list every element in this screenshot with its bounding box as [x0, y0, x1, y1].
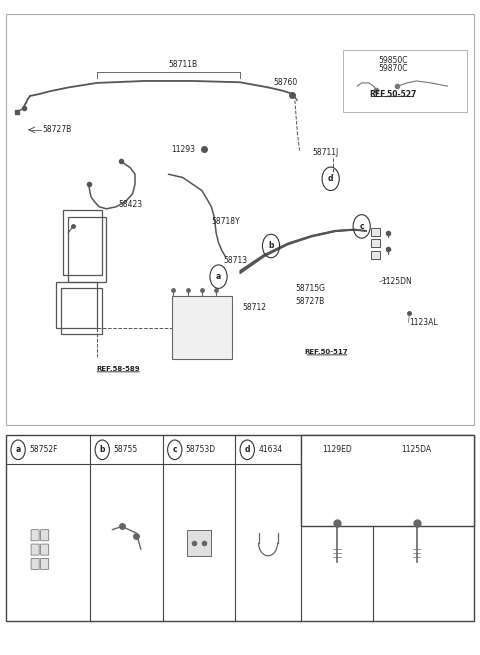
Text: 1129ED: 1129ED	[322, 445, 352, 455]
Text: a: a	[216, 272, 221, 281]
Text: 58727B: 58727B	[295, 297, 324, 306]
FancyBboxPatch shape	[172, 296, 232, 359]
Text: 59850C: 59850C	[378, 56, 408, 65]
Text: c: c	[360, 222, 364, 231]
Text: 1123AL: 1123AL	[409, 318, 438, 327]
FancyBboxPatch shape	[6, 435, 474, 621]
FancyBboxPatch shape	[187, 530, 211, 556]
Text: a: a	[15, 445, 21, 455]
Text: 41634: 41634	[258, 445, 282, 455]
Text: 58760: 58760	[273, 79, 298, 88]
Text: 58755: 58755	[113, 445, 137, 455]
Text: d: d	[328, 174, 334, 183]
Text: 58718Y: 58718Y	[211, 217, 240, 227]
FancyBboxPatch shape	[343, 50, 467, 112]
Text: 11293: 11293	[171, 145, 195, 154]
Text: 59870C: 59870C	[378, 64, 408, 73]
FancyBboxPatch shape	[6, 14, 474, 425]
Text: b: b	[99, 445, 105, 455]
FancyBboxPatch shape	[41, 530, 49, 541]
Text: 58712: 58712	[242, 303, 266, 312]
Text: REF.58-589: REF.58-589	[96, 365, 140, 371]
FancyBboxPatch shape	[41, 544, 49, 555]
Text: 58711J: 58711J	[313, 148, 339, 157]
Text: 58727B: 58727B	[42, 125, 71, 134]
FancyBboxPatch shape	[31, 530, 39, 541]
FancyBboxPatch shape	[371, 228, 380, 236]
FancyBboxPatch shape	[31, 544, 39, 555]
Text: 58711B: 58711B	[168, 60, 197, 69]
FancyBboxPatch shape	[31, 558, 39, 569]
Text: 58715G: 58715G	[295, 284, 325, 293]
Text: 58713: 58713	[223, 256, 247, 265]
FancyBboxPatch shape	[301, 435, 474, 527]
FancyBboxPatch shape	[371, 240, 380, 248]
Text: 1125DN: 1125DN	[381, 277, 411, 286]
Text: 58752F: 58752F	[29, 445, 58, 455]
Text: d: d	[244, 445, 250, 455]
Text: REF.50-527: REF.50-527	[369, 90, 416, 98]
Text: b: b	[268, 242, 274, 250]
Text: c: c	[172, 445, 177, 455]
Text: REF.50-517: REF.50-517	[304, 348, 348, 354]
Text: 58753D: 58753D	[186, 445, 216, 455]
FancyBboxPatch shape	[371, 251, 380, 259]
FancyBboxPatch shape	[41, 558, 49, 569]
Text: 1125DA: 1125DA	[401, 445, 432, 455]
Text: 58423: 58423	[118, 200, 142, 210]
